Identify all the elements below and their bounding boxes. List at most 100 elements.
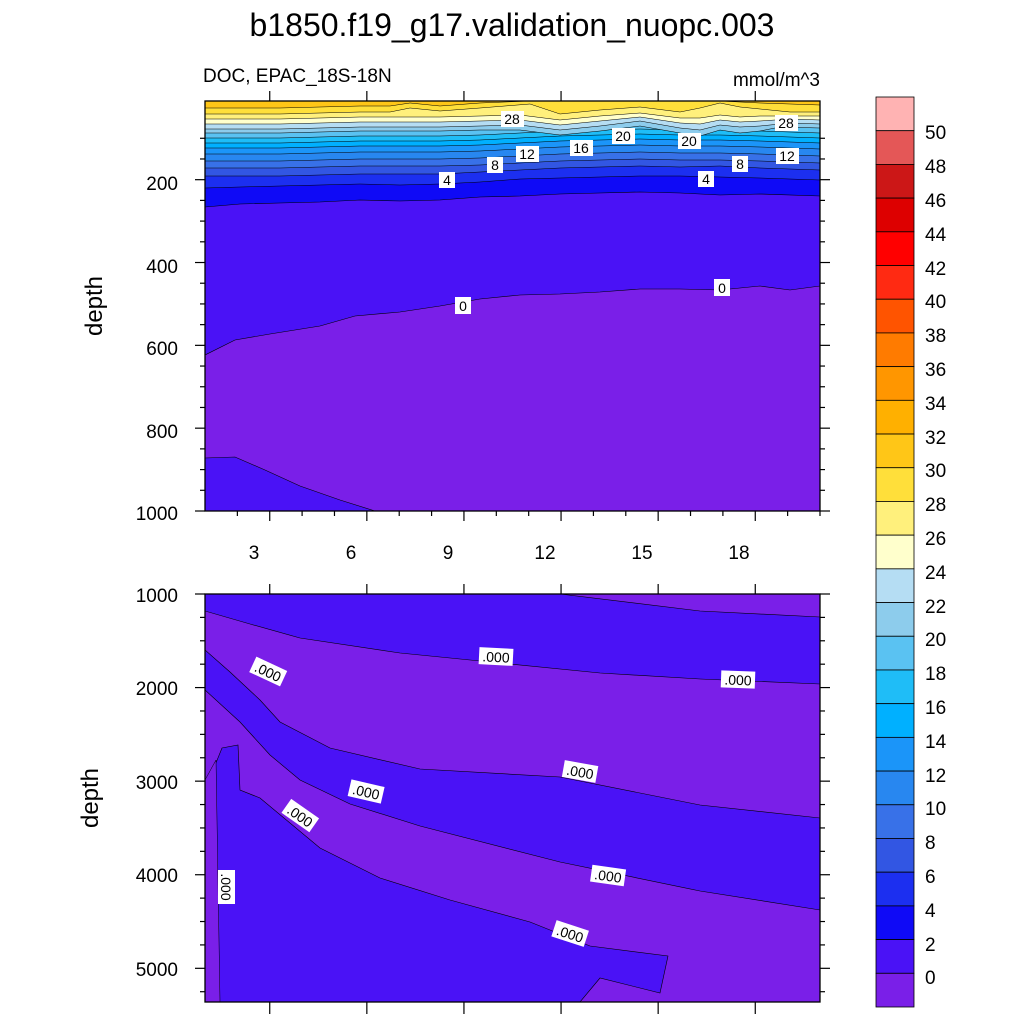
contour-label: 16: [570, 140, 593, 156]
upper-plot-frame: [204, 100, 821, 512]
svg-text:12: 12: [779, 148, 795, 164]
upper-xtick-label: 3: [249, 543, 260, 564]
lower-ytick-label: 4000: [136, 866, 178, 887]
svg-text:28: 28: [778, 115, 794, 131]
colorbar-box: [875, 164, 915, 199]
contour-label: 0: [714, 279, 730, 296]
colorbar-label: 2: [925, 935, 936, 956]
colorbar-box: [875, 568, 915, 603]
upper-ticks: [195, 91, 830, 521]
lower-ylabel: depth: [77, 768, 104, 828]
contour-label: .000: [347, 779, 385, 804]
contour-label: 8: [487, 157, 503, 173]
contour-label: 20: [612, 128, 635, 144]
colorbar-label: 26: [925, 529, 946, 550]
contour-label: .000: [478, 647, 514, 666]
colorbar-label: 40: [925, 292, 946, 313]
upper-band-deep: [205, 456, 376, 511]
svg-text:8: 8: [491, 157, 499, 173]
svg-text:.000: .000: [218, 873, 234, 900]
lower-ytick-label: 2000: [136, 679, 178, 700]
lower-ticks: [195, 584, 830, 1014]
lower-ytick-label: 1000: [136, 586, 178, 607]
upper-xtick-label: 6: [346, 543, 357, 564]
lower-band-c: [205, 744, 669, 1002]
colorbar-label: 30: [925, 461, 946, 482]
colorbar-box: [875, 399, 915, 435]
contour-label: 12: [776, 148, 799, 164]
svg-text:28: 28: [504, 111, 520, 127]
colorbar-label: 10: [925, 799, 946, 820]
contour-label: .000: [218, 870, 235, 904]
upper-ytick-label: 400: [146, 257, 178, 278]
lower-band-b: [205, 649, 820, 911]
upper-contour-fill: [205, 101, 820, 511]
colorbar-box: [875, 265, 915, 300]
colorbar-box: [875, 433, 915, 469]
colorbar-box: [875, 669, 915, 705]
colorbar-box: [875, 770, 915, 806]
upper-xtick-labels: 3 6 9 12 15 18: [249, 543, 750, 564]
colorbar-label: 20: [925, 630, 946, 651]
contour-label: 4: [698, 171, 714, 187]
contour-label: 28: [775, 115, 798, 131]
upper-ytick-label: 800: [146, 422, 178, 443]
svg-text:16: 16: [573, 140, 589, 156]
svg-text:20: 20: [615, 128, 631, 144]
colorbar-box: [875, 939, 915, 974]
lower-ytick-label: 3000: [136, 773, 178, 794]
colorbar-box: [875, 602, 915, 637]
upper-band-30-32: [205, 101, 820, 109]
svg-text:.000: .000: [565, 762, 595, 783]
svg-text:4: 4: [443, 172, 451, 188]
colorbar-label: 46: [925, 191, 946, 212]
colorbar-label: 34: [925, 394, 947, 415]
lower-plot-frame: [204, 593, 821, 1003]
colorbar-label: 50: [925, 123, 946, 144]
colorbar-label: 36: [925, 360, 946, 381]
upper-ytick-label: 200: [146, 174, 178, 195]
colorbar-box: [875, 197, 915, 233]
svg-text:0: 0: [718, 280, 726, 296]
contour-label: .000: [720, 670, 756, 689]
colorbar-boxes: [875, 96, 915, 1008]
colorbar-box: [875, 703, 915, 738]
colorbar-label: 38: [925, 326, 946, 347]
contour-label: 20: [678, 133, 701, 149]
upper-xtick-label: 9: [443, 543, 454, 564]
svg-text:8: 8: [736, 156, 744, 172]
lower-contour-labels: .000 .000 .000 .000 .000 .000 .000 .000 …: [218, 647, 756, 947]
upper-panel: 200 400 600 800 1000 3 6 9 12 15 18 dept…: [81, 91, 830, 564]
colorbar-label: 24: [925, 563, 947, 584]
lower-ytick-labels: 1000 2000 3000 4000 5000: [136, 586, 178, 981]
svg-text:4: 4: [702, 171, 710, 187]
svg-text:20: 20: [681, 133, 697, 149]
colorbar-label: 32: [925, 428, 946, 449]
colorbar-box: [875, 130, 915, 165]
colorbar-box: [875, 231, 915, 266]
colorbar: 50 48 46 44 42 40 38 36 34 32 30 28 26 2…: [875, 96, 947, 1008]
contour-label: 28: [501, 111, 524, 127]
colorbar-label: 0: [925, 968, 936, 989]
upper-ytick-label: 600: [146, 339, 178, 360]
lower-fill-sliver: [205, 759, 221, 1002]
colorbar-label: 18: [925, 664, 946, 685]
colorbar-label: 28: [925, 495, 946, 516]
colorbar-box: [875, 96, 915, 132]
colorbar-label: 12: [925, 766, 946, 787]
colorbar-box: [875, 635, 915, 671]
colorbar-box: [875, 871, 915, 907]
colorbar-box: [875, 332, 915, 368]
colorbar-box: [875, 972, 915, 1008]
contour-label: .000: [561, 760, 599, 783]
colorbar-box: [875, 736, 915, 772]
variable-label: DOC, EPAC_18S-18N: [203, 66, 392, 87]
upper-ylabel: depth: [81, 276, 108, 336]
svg-text:.000: .000: [724, 672, 752, 689]
colorbar-box: [875, 905, 915, 940]
colorbar-label: 42: [925, 259, 946, 280]
colorbar-box: [875, 467, 915, 502]
colorbar-labels: 50 48 46 44 42 40 38 36 34 32 30 28 26 2…: [925, 123, 947, 989]
colorbar-box: [875, 298, 915, 334]
